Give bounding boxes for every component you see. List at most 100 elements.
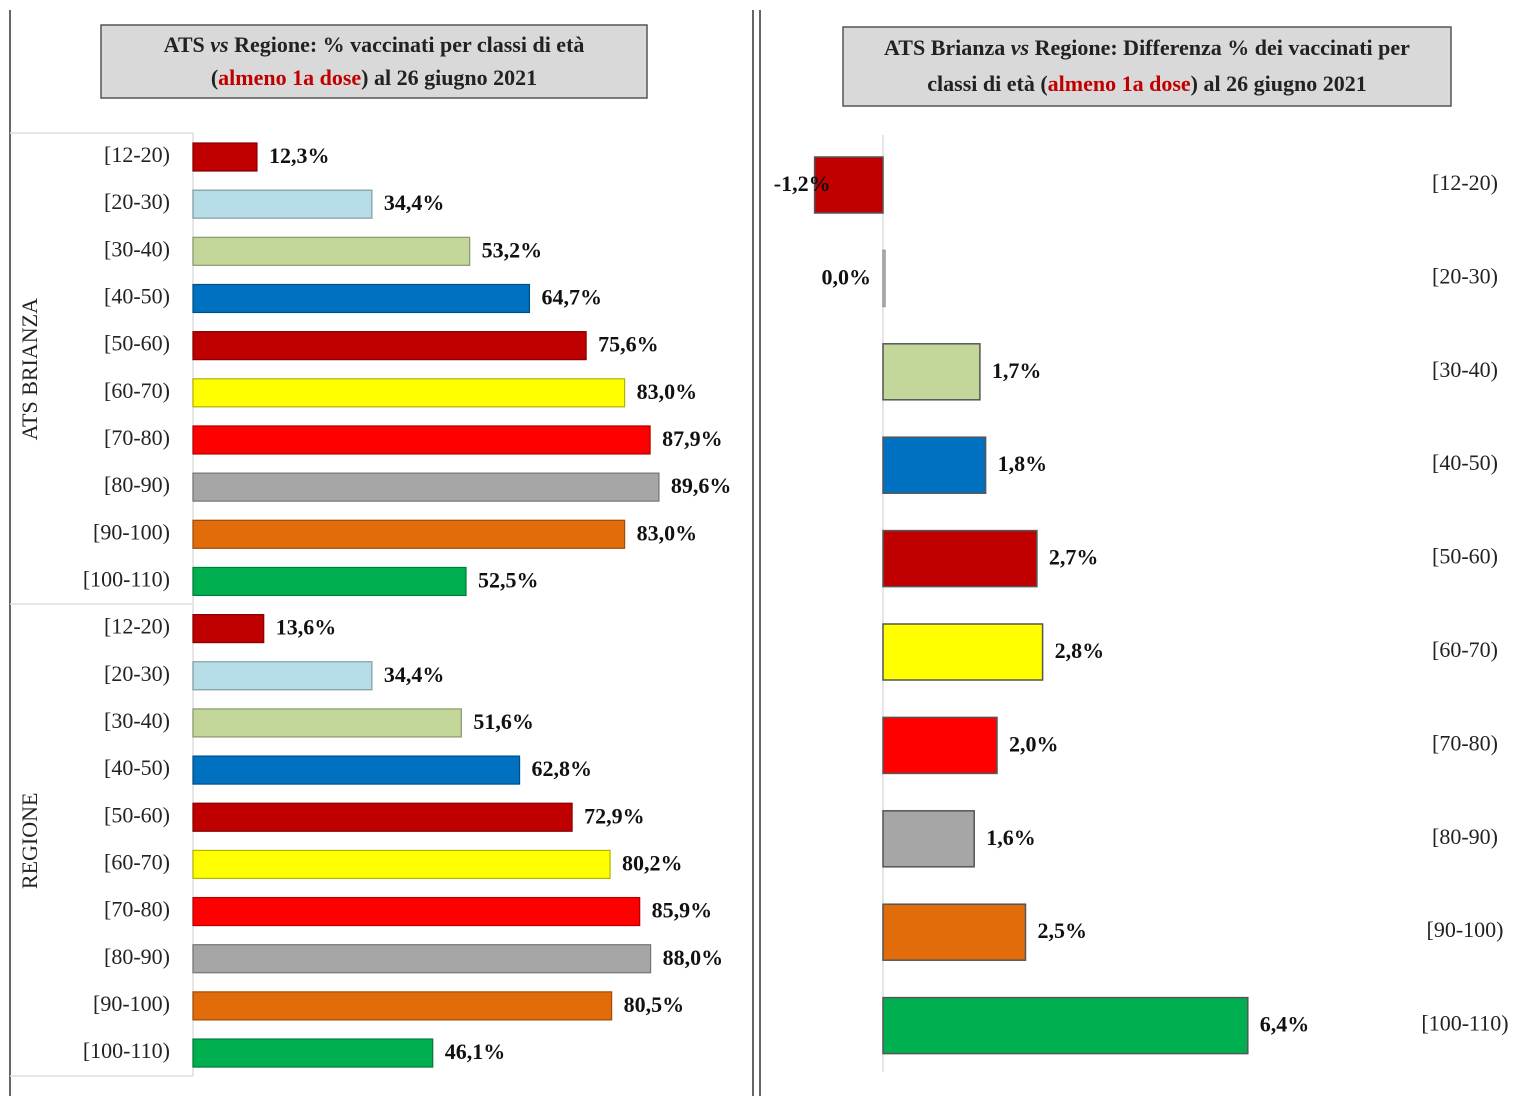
y-tick-label: [100-110) [83,1038,170,1063]
y-tick-label: [80-90) [1432,824,1498,849]
y-tick-label: [50-60) [104,802,170,827]
y-tick-label: [30-40) [104,708,170,733]
title-part: ) al 26 giugno 2021 [1191,71,1367,96]
bar [192,142,258,172]
y-tick-label: [12-20) [1432,170,1498,195]
bar [192,849,611,880]
bar [192,283,531,314]
value-label: 46,1% [445,1039,506,1064]
value-label: 75,6% [598,332,659,357]
value-label: 62,8% [532,756,593,781]
bar [882,716,998,775]
bar [192,708,462,738]
value-label: 53,2% [482,237,543,262]
chart-title: classi di età (almeno 1a dose) al 26 giu… [927,71,1366,96]
bar [813,156,884,214]
value-label: 89,6% [671,473,732,498]
y-tick-label: [80-90) [104,944,170,969]
value-label: 64,7% [541,285,602,310]
value-label: 2,7% [1049,545,1099,570]
y-tick-label: [40-50) [1432,450,1498,475]
y-tick-label: [100-110) [83,566,170,591]
bar [192,236,471,266]
y-tick-label: [20-30) [104,189,170,214]
bar [882,903,1027,961]
title-box [100,24,648,99]
y-tick-label: [12-20) [104,142,170,167]
title-part: Regione: Differenza % dei vaccinati per [1029,35,1410,60]
chart-title: ATS vs Regione: % vaccinati per classi d… [164,32,585,57]
y-tick-label: [90-100) [93,991,170,1016]
value-label: 34,4% [384,190,445,215]
bar [192,378,626,408]
bar [882,623,1044,681]
title-part: ATS [164,32,211,57]
value-label: 72,9% [584,803,645,828]
title-part: vs [210,32,228,57]
title-part: vs [1011,35,1029,60]
bar [192,991,613,1021]
title-part: classi di età ( [927,71,1047,96]
y-tick-label: [90-100) [93,519,170,544]
value-label: 80,5% [624,992,685,1017]
value-label: 2,8% [1055,638,1105,663]
bar [192,802,573,832]
bar [192,661,373,691]
title-part: ) al 26 giugno 2021 [361,65,537,90]
value-label: 1,8% [998,451,1048,476]
value-label: 34,4% [384,662,445,687]
value-label: 0,0% [822,264,872,289]
y-tick-label: [90-100) [1427,917,1504,942]
y-tick-label: [60-70) [1432,637,1498,662]
group-label: REGIONE [17,793,42,890]
value-label: 2,5% [1038,918,1088,943]
y-tick-label: [70-80) [104,425,170,450]
value-label: 52,5% [478,567,539,592]
value-label: 2,0% [1009,731,1059,756]
bar [192,566,467,597]
bar [882,996,1249,1055]
value-label: 83,0% [637,379,698,404]
y-tick-label: [50-60) [1432,544,1498,569]
bar [882,249,886,308]
title-part: ( [211,65,218,90]
value-label: 83,0% [637,520,698,545]
y-tick-label: [70-80) [1432,730,1498,755]
bar [192,331,587,361]
bar [882,343,981,401]
y-tick-label: [40-50) [104,755,170,780]
title-part: almeno 1a dose [218,65,361,90]
y-tick-label: [60-70) [104,849,170,874]
value-label: 1,6% [986,825,1035,850]
chart-title: ATS Brianza vs Regione: Differenza % dei… [884,35,1410,60]
bar [192,613,265,644]
value-label: 12,3% [269,143,330,168]
bar [192,896,641,927]
y-tick-label: [70-80) [104,897,170,922]
y-tick-label: [30-40) [104,236,170,261]
value-label: 6,4% [1260,1012,1310,1037]
bar [882,529,1038,588]
bar [192,755,521,785]
y-tick-label: [20-30) [1432,263,1498,288]
y-tick-label: [80-90) [104,472,170,497]
bar [192,944,652,974]
bar [192,425,651,455]
y-tick-label: [60-70) [104,378,170,403]
y-tick-label: [12-20) [104,614,170,639]
value-label: 87,9% [662,426,723,451]
title-part: ATS Brianza [884,35,1011,60]
bar [882,810,975,868]
y-tick-label: [30-40) [1432,357,1498,382]
bar [192,1038,434,1068]
y-tick-label: [50-60) [104,331,170,356]
value-label: 88,0% [663,945,724,970]
chart-title: (almeno 1a dose) al 26 giugno 2021 [211,65,537,90]
value-label: 85,9% [652,898,713,923]
value-label: -1,2% [774,171,831,196]
title-part: Regione: % vaccinati per classi di età [229,32,585,57]
bar [882,436,987,494]
value-label: 80,2% [622,850,683,875]
value-label: 13,6% [276,615,337,640]
